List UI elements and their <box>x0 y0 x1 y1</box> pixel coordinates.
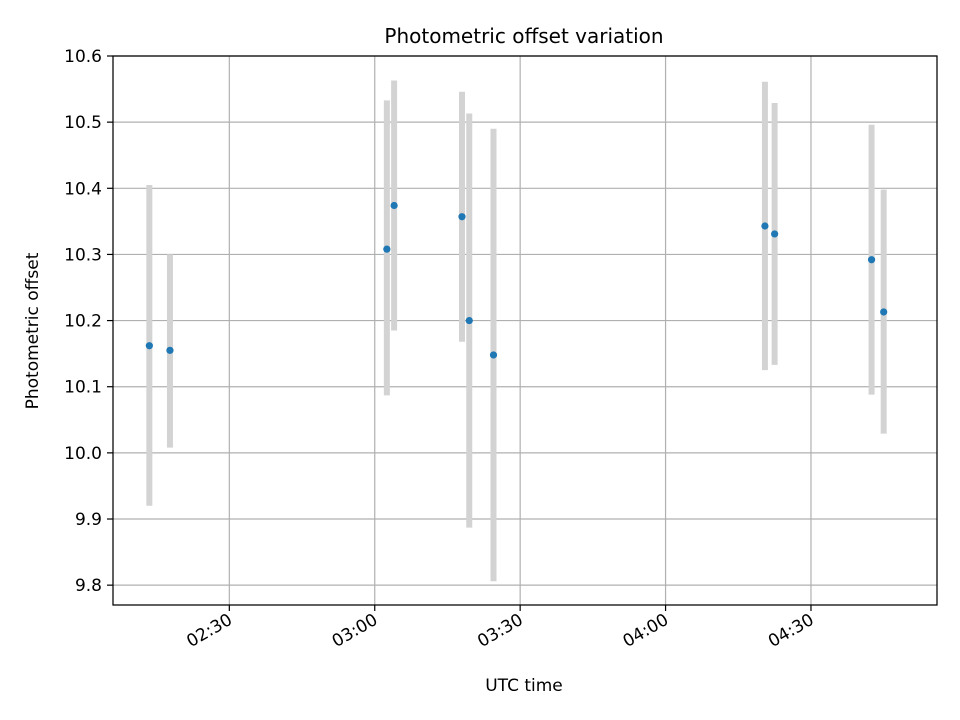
y-tick-label: 10.0 <box>64 444 102 464</box>
data-point <box>880 308 888 316</box>
y-tick-label: 10.4 <box>64 179 102 199</box>
data-point <box>771 230 779 238</box>
y-axis-label: Photometric offset <box>23 252 43 409</box>
grid <box>113 55 937 605</box>
data-point <box>867 256 876 264</box>
data-point <box>489 351 498 359</box>
x-tick-label: 03:30 <box>474 610 526 652</box>
data-point <box>390 201 398 210</box>
plot-area-frame <box>112 55 938 606</box>
y-tick-label: 10.5 <box>64 113 102 133</box>
data-point <box>166 346 174 354</box>
x-axis-label: UTC time <box>485 676 563 696</box>
y-tick-label: 10.1 <box>64 378 102 398</box>
y-tick-label: 10.3 <box>64 245 102 265</box>
y-tick-label: 10.6 <box>64 47 102 67</box>
x-tick-label: 02:30 <box>183 610 235 652</box>
y-tick-label: 9.8 <box>75 576 102 596</box>
axis-ticks: 02:30 03:00 03:30 04:00 04:30 9.8 9.9 10.0 10.1 1… <box>64 47 817 652</box>
y-tick-label: 9.9 <box>75 510 102 530</box>
data-point <box>383 245 391 253</box>
data-point <box>465 316 473 325</box>
x-tick-label: 04:00 <box>620 610 672 652</box>
data-point <box>458 213 466 221</box>
error-bars <box>146 80 887 582</box>
data-points <box>145 201 888 359</box>
data-point <box>761 222 769 230</box>
x-tick-label: 04:30 <box>765 610 817 652</box>
chart-title: Photometric offset variation <box>384 24 663 48</box>
y-tick-label: 10.2 <box>64 312 102 332</box>
data-point <box>145 342 153 350</box>
x-tick-label: 03:00 <box>329 610 381 652</box>
